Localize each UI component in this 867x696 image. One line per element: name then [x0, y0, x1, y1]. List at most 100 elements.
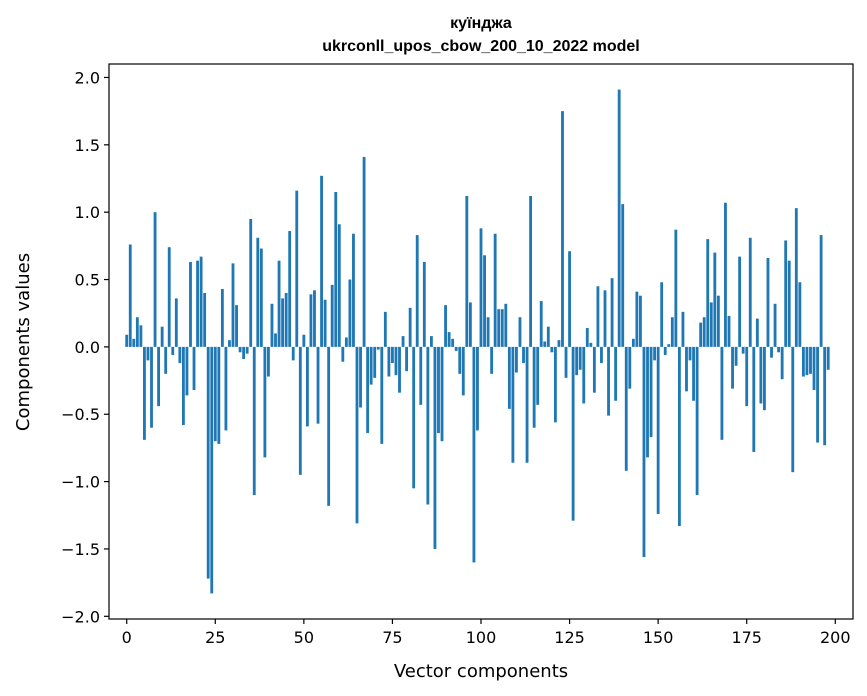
bar	[663, 346, 667, 355]
y-axis-ticks: −2.0 −1.5 −1.0 −0.5 0.0 0.5 1.0 1.5 2.0	[61, 68, 109, 626]
bar	[621, 204, 625, 347]
x-axis-ticks: 0 25 50 75 100 125 150 175 200	[122, 619, 851, 647]
x-axis-label: Vector components	[394, 661, 568, 682]
y-tick-label: 1.0	[75, 203, 100, 222]
bar	[249, 218, 253, 347]
bar	[171, 346, 175, 355]
bar	[766, 257, 770, 347]
bar	[429, 336, 433, 347]
bar	[699, 322, 703, 347]
bar	[344, 337, 348, 347]
bar	[398, 346, 401, 393]
bar	[670, 317, 674, 347]
bar	[323, 299, 327, 347]
bar	[773, 303, 777, 347]
bar	[437, 346, 440, 434]
bar	[256, 237, 260, 347]
bar	[228, 340, 231, 347]
bar	[780, 346, 784, 380]
bar	[401, 336, 405, 347]
bar	[380, 346, 384, 444]
bar	[468, 302, 472, 347]
bar	[181, 346, 185, 426]
bar	[405, 346, 409, 372]
bar	[196, 260, 199, 347]
bar	[518, 317, 522, 347]
bar	[210, 346, 214, 594]
bar	[206, 346, 210, 579]
bar	[635, 291, 639, 347]
bar	[274, 333, 277, 347]
bar	[543, 341, 547, 347]
bar	[522, 346, 525, 364]
bar	[217, 346, 221, 444]
bar	[497, 309, 501, 347]
bar	[373, 346, 377, 378]
y-tick-label: −2.0	[61, 607, 100, 626]
bar	[770, 346, 773, 358]
bar	[422, 262, 426, 347]
bar	[376, 346, 380, 350]
bar	[713, 252, 717, 347]
bar	[454, 346, 458, 351]
x-tick-label: 100	[466, 628, 497, 647]
bar	[245, 346, 249, 354]
x-tick-label: 0	[122, 628, 132, 647]
bar	[759, 346, 763, 404]
bar	[235, 305, 238, 347]
bar	[791, 346, 795, 473]
bar	[614, 346, 618, 401]
bar	[557, 340, 561, 347]
bar	[823, 346, 827, 446]
bar	[550, 346, 554, 353]
bar	[479, 228, 483, 347]
bar	[267, 346, 270, 377]
bar	[826, 346, 830, 370]
bar	[355, 346, 359, 524]
bar	[688, 346, 692, 361]
bar	[692, 346, 695, 401]
bar	[305, 346, 309, 427]
bar	[238, 346, 242, 353]
x-tick-label: 150	[643, 628, 674, 647]
bar	[408, 307, 412, 347]
bar	[440, 346, 444, 442]
bar	[189, 262, 192, 347]
bar	[259, 248, 263, 347]
bar	[787, 260, 791, 347]
x-tick-label: 200	[820, 628, 851, 647]
bar	[716, 295, 720, 347]
bar	[660, 282, 664, 347]
bar	[504, 303, 508, 347]
x-tick-label: 50	[294, 628, 314, 647]
bar	[801, 346, 805, 377]
bar	[174, 298, 178, 347]
bar	[639, 295, 642, 347]
bar	[281, 298, 285, 347]
bar	[592, 346, 596, 393]
bar	[143, 346, 146, 440]
bar	[568, 251, 571, 347]
y-tick-label: 2.0	[75, 68, 100, 87]
bar	[642, 346, 646, 558]
bar	[366, 346, 370, 434]
bar	[816, 346, 819, 443]
bar	[295, 190, 299, 347]
bar	[178, 346, 182, 364]
bar	[447, 332, 451, 347]
bar	[674, 229, 678, 347]
bar	[624, 346, 628, 471]
bar	[387, 346, 391, 377]
bar	[738, 256, 742, 347]
bar	[270, 303, 274, 347]
bar	[777, 346, 781, 353]
bar	[585, 328, 589, 347]
y-tick-label: −1.0	[61, 473, 100, 492]
y-tick-label: −0.5	[61, 405, 100, 424]
bar	[617, 89, 621, 347]
bar	[628, 346, 632, 389]
bar	[511, 346, 515, 463]
bar	[667, 344, 671, 347]
bar	[426, 346, 430, 505]
bar	[125, 334, 129, 347]
